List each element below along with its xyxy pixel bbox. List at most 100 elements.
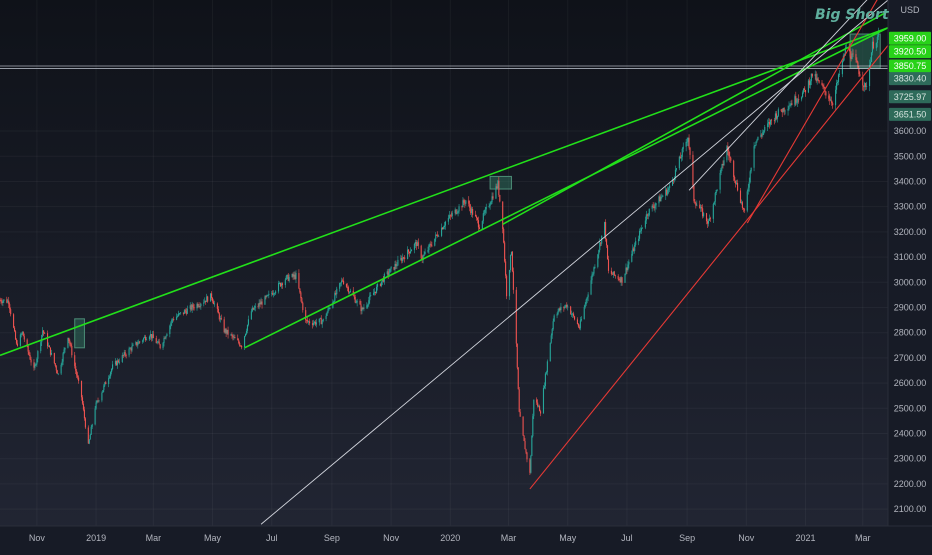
candle-body <box>715 190 717 194</box>
candle-body <box>220 318 222 320</box>
candle-body <box>3 299 5 301</box>
candle-body <box>71 345 73 356</box>
candle-body <box>762 132 764 136</box>
time-tick-label: Mar <box>501 533 517 543</box>
candle-body <box>822 85 824 87</box>
time-tick-label: Sep <box>679 533 695 543</box>
candle-body <box>463 200 465 203</box>
candle-body <box>498 180 500 195</box>
trendline-white <box>688 0 868 191</box>
candle-body <box>478 227 480 229</box>
candle-body <box>244 336 246 348</box>
candle-body <box>373 292 375 296</box>
candle-body <box>720 168 722 174</box>
candle-body <box>721 163 723 169</box>
candle-body <box>189 305 191 309</box>
candle-body <box>635 241 637 245</box>
candle-body <box>469 203 471 208</box>
candle-body <box>796 101 798 103</box>
candle-body <box>560 306 562 311</box>
candle-body <box>94 408 96 425</box>
candle-body <box>166 334 168 337</box>
candle-body <box>613 271 615 276</box>
candle-body <box>817 78 819 81</box>
candle-body <box>659 196 661 202</box>
candle-body <box>355 302 357 304</box>
candle-body <box>791 103 793 105</box>
candle-body <box>703 213 705 217</box>
candle-body <box>251 307 253 312</box>
candle-body <box>614 275 616 277</box>
candle-body <box>394 264 396 270</box>
price-tag-label: 3830.40 <box>894 74 927 84</box>
candle-body <box>680 156 682 159</box>
candle-body <box>319 318 321 319</box>
candle-body <box>475 216 478 218</box>
candle-body <box>773 120 776 122</box>
candle-body <box>611 273 613 275</box>
candle-body <box>169 325 171 335</box>
price-tick-label: 2600.00 <box>894 378 927 388</box>
candle-body <box>757 136 759 140</box>
candle-body <box>709 218 711 219</box>
candle-body <box>131 345 133 351</box>
candle-body <box>693 185 695 201</box>
candle-body <box>359 300 361 305</box>
candle-body <box>346 286 348 288</box>
candle-body <box>322 318 324 322</box>
candle-body <box>539 406 541 412</box>
candle-body <box>390 267 392 269</box>
candle-body <box>769 121 771 125</box>
candle-body <box>760 134 762 137</box>
candle-body <box>450 215 452 217</box>
price-axis[interactable]: 2100.00 2200.00 2300.00 2400.00 2500.00 2600.… <box>894 126 927 514</box>
grid <box>0 0 888 526</box>
time-axis[interactable]: Nov 2019 Mar May Jul Sep Nov 2020 Mar May Jul Sep No… <box>29 533 871 543</box>
candle-body <box>284 279 286 285</box>
candle-body <box>862 76 864 86</box>
candle-body <box>163 337 165 343</box>
price-tick-label: 2700.00 <box>894 353 927 363</box>
candle-body <box>746 191 748 211</box>
candle-body <box>184 310 186 312</box>
candle-body <box>230 334 232 336</box>
candle-body <box>238 340 240 343</box>
candle-body <box>648 208 650 216</box>
candle-body <box>23 336 25 340</box>
candle-body <box>665 189 667 196</box>
price-tick-label: 3600.00 <box>894 126 927 136</box>
candle-body <box>379 284 381 286</box>
candle-body <box>734 177 736 181</box>
candle-body <box>509 255 512 271</box>
candle-body <box>336 288 338 295</box>
candle-body <box>268 293 270 295</box>
candle-body <box>156 342 158 344</box>
trendline-green <box>502 10 889 226</box>
candle-body <box>353 295 355 298</box>
candle-body <box>408 249 410 252</box>
candle-body <box>705 213 708 222</box>
candle-body <box>302 302 304 311</box>
candle-body <box>300 292 302 299</box>
candle-body <box>821 82 823 86</box>
candle-body <box>191 304 193 310</box>
candle-body <box>835 89 837 106</box>
candle-body <box>305 310 307 321</box>
candle-body <box>237 338 239 341</box>
candle-body <box>226 329 228 334</box>
candle-body <box>257 306 259 307</box>
candle-body <box>111 369 113 373</box>
candle-body <box>21 331 23 335</box>
candle-body <box>795 96 797 103</box>
price-tick-label: 2200.00 <box>894 479 927 489</box>
candle-body <box>172 319 174 320</box>
candle-body <box>149 334 151 337</box>
price-tag <box>889 45 931 59</box>
candle-body <box>621 277 623 283</box>
price-tick-label: 2900.00 <box>894 302 927 312</box>
price-tick-label: 3100.00 <box>894 252 927 262</box>
candle-body <box>599 242 601 251</box>
price-tag-label: 3651.50 <box>894 109 927 119</box>
